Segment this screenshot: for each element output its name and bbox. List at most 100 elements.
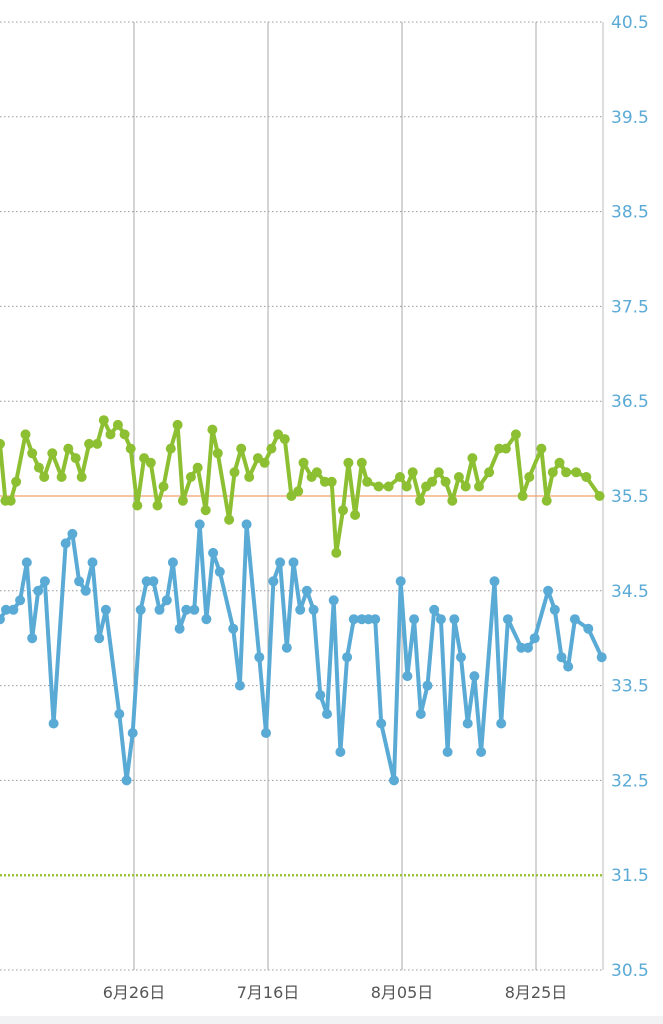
data-point <box>15 595 26 606</box>
data-point <box>308 604 319 615</box>
data-point <box>422 680 433 691</box>
data-point <box>395 472 405 482</box>
data-point <box>462 718 473 729</box>
data-point <box>328 595 339 606</box>
data-point <box>185 472 196 482</box>
data-point <box>383 481 394 492</box>
data-point <box>447 495 458 506</box>
data-point <box>154 604 165 615</box>
data-point <box>21 557 32 568</box>
data-point <box>547 467 558 478</box>
data-point <box>94 633 105 644</box>
data-point <box>254 652 265 663</box>
y-tick-label: 37.5 <box>611 297 649 317</box>
data-point <box>502 614 513 625</box>
data-point <box>529 633 540 644</box>
data-point <box>125 443 136 454</box>
data-point <box>581 472 592 482</box>
data-point <box>389 775 399 786</box>
data-point <box>158 481 169 492</box>
data-point <box>476 747 487 757</box>
data-point <box>281 642 292 653</box>
y-tick-label: 34.5 <box>611 582 649 602</box>
data-point <box>429 604 440 615</box>
data-point <box>244 472 255 482</box>
data-point <box>484 467 495 478</box>
y-tick-label: 35.5 <box>611 487 649 507</box>
data-point <box>76 472 87 482</box>
data-point <box>594 491 605 501</box>
series-layer <box>0 415 607 786</box>
data-point <box>70 453 81 464</box>
data-point <box>212 448 223 459</box>
data-point <box>561 467 572 478</box>
data-point <box>192 462 203 473</box>
data-point <box>456 652 466 663</box>
data-point <box>322 709 332 719</box>
data-point <box>114 709 125 719</box>
data-point <box>229 467 240 478</box>
data-point <box>167 557 178 568</box>
data-point <box>402 671 413 682</box>
y-tick-label: 32.5 <box>611 771 649 791</box>
data-point <box>47 448 58 459</box>
data-point <box>145 457 156 468</box>
data-point <box>207 424 218 435</box>
data-point <box>556 652 567 663</box>
data-point <box>338 505 348 516</box>
data-point <box>27 633 38 644</box>
y-tick-label: 39.5 <box>611 108 649 128</box>
y-tick-label: 38.5 <box>611 203 649 223</box>
bottom-scroll-bar <box>0 1016 663 1024</box>
data-point <box>39 576 50 587</box>
data-point <box>563 661 574 672</box>
data-point <box>11 476 22 487</box>
data-point <box>174 623 185 634</box>
data-point <box>467 453 478 464</box>
data-point <box>301 585 312 596</box>
data-point <box>288 557 299 568</box>
data-point <box>194 519 205 530</box>
data-point <box>427 476 438 487</box>
data-point <box>148 576 159 587</box>
data-point <box>56 472 67 482</box>
data-point <box>415 709 426 719</box>
data-point <box>442 747 453 757</box>
data-point <box>554 457 565 468</box>
data-point <box>236 443 247 454</box>
x-tick-label: 8月05日 <box>371 983 434 1002</box>
data-point <box>33 462 44 473</box>
x-tick-label: 6月26日 <box>103 983 166 1002</box>
y-tick-label: 36.5 <box>611 392 649 412</box>
data-point <box>87 557 98 568</box>
data-point <box>395 576 406 587</box>
data-point <box>549 604 560 615</box>
data-point <box>350 510 361 520</box>
data-point <box>331 547 342 558</box>
data-point <box>92 438 103 449</box>
data-point <box>224 514 235 525</box>
data-point <box>517 491 528 501</box>
data-point <box>453 472 464 482</box>
data-point <box>214 566 225 577</box>
data-point <box>409 614 420 625</box>
data-point <box>569 614 580 625</box>
data-point <box>433 467 444 478</box>
data-point <box>596 652 607 663</box>
data-point <box>298 457 309 468</box>
data-point <box>342 652 353 663</box>
data-point <box>112 419 123 430</box>
data-point <box>259 457 270 468</box>
series-0 <box>0 415 605 558</box>
data-point <box>583 623 594 634</box>
data-point <box>74 576 85 587</box>
data-point <box>1 604 11 615</box>
data-point <box>571 467 582 478</box>
data-point <box>60 538 71 549</box>
data-point <box>376 718 387 729</box>
data-point <box>165 443 176 454</box>
data-point <box>152 500 163 511</box>
series-1 <box>0 519 607 786</box>
reference-lines <box>0 495 603 877</box>
data-point <box>373 481 384 492</box>
